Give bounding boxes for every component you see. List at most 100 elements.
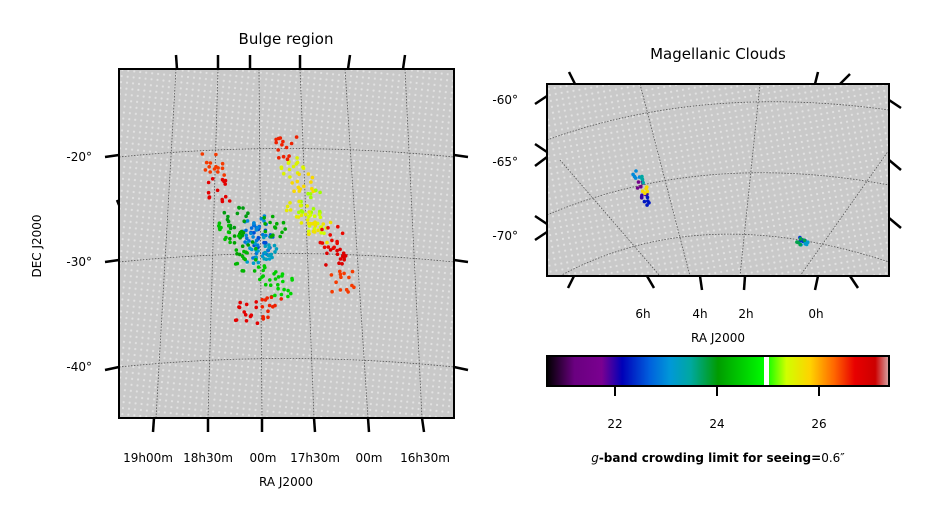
data-point	[645, 195, 650, 200]
data-point	[254, 305, 258, 310]
data-point	[640, 189, 645, 193]
data-point	[350, 269, 355, 274]
data-point	[635, 186, 640, 190]
data-point	[276, 136, 281, 141]
data-point	[300, 210, 305, 214]
data-point	[798, 237, 803, 241]
data-point	[203, 168, 208, 172]
x-tick-label: 00m	[250, 451, 277, 465]
data-point	[245, 236, 249, 241]
data-point	[347, 275, 351, 280]
data-point	[271, 305, 275, 309]
x-tick-label: 16h30m	[400, 451, 450, 465]
data-point	[313, 223, 318, 228]
data-point	[286, 161, 291, 165]
colorbar-label-italic: g	[591, 451, 599, 465]
data-point	[217, 221, 222, 225]
data-point	[269, 295, 274, 300]
data-point	[256, 265, 261, 269]
data-point	[277, 156, 281, 160]
data-point	[328, 233, 333, 237]
data-point	[298, 203, 303, 208]
data-point	[285, 204, 290, 209]
data-point	[262, 219, 266, 223]
data-point	[263, 282, 268, 287]
y-tick-label: -60°	[492, 93, 518, 107]
data-point	[244, 302, 249, 307]
data-point	[309, 195, 313, 200]
y-tick-label: -30°	[66, 255, 92, 269]
data-point	[312, 230, 317, 234]
data-point	[273, 277, 278, 281]
data-point	[220, 166, 225, 171]
bulge-x-axis-label: RA J2000	[259, 475, 313, 489]
data-point	[255, 321, 260, 326]
colorbar-tick-label: 22	[607, 417, 622, 431]
data-point	[296, 215, 301, 219]
data-point	[245, 251, 249, 255]
data-point	[208, 161, 213, 165]
data-point	[214, 152, 218, 157]
data-point	[279, 292, 284, 297]
data-point	[261, 268, 266, 273]
data-point	[206, 180, 211, 185]
data-point	[238, 230, 243, 235]
data-point	[280, 274, 284, 278]
data-point	[252, 221, 256, 226]
data-point	[318, 215, 323, 220]
data-point	[210, 177, 215, 181]
data-point	[237, 234, 241, 238]
data-point	[260, 297, 265, 302]
data-point	[266, 309, 270, 314]
data-point	[303, 212, 308, 217]
data-point	[253, 258, 258, 262]
data-point	[246, 211, 250, 215]
data-point	[278, 234, 283, 239]
data-point	[207, 195, 212, 199]
data-point	[276, 148, 281, 152]
data-point	[340, 262, 344, 266]
data-point	[287, 154, 291, 158]
data-point	[216, 170, 220, 174]
data-point	[224, 235, 228, 240]
x-tick-label: 18h30m	[183, 451, 233, 465]
data-point	[645, 203, 649, 207]
data-point	[242, 310, 246, 314]
data-point	[276, 286, 280, 291]
data-point	[308, 192, 313, 196]
data-point	[227, 199, 232, 203]
x-tick-label: 0h	[808, 307, 823, 321]
data-point	[646, 199, 650, 203]
bulge-title: Bulge region	[239, 30, 334, 48]
data-point	[335, 252, 340, 257]
grid-line	[119, 253, 454, 263]
data-point	[297, 210, 301, 215]
data-point	[268, 278, 272, 282]
data-point	[242, 219, 246, 223]
data-point	[234, 248, 239, 252]
data-point	[235, 211, 240, 216]
magellanic-x-axis-label: RA J2000	[691, 331, 745, 345]
data-point	[250, 240, 255, 244]
data-point	[288, 208, 293, 212]
data-point	[634, 169, 638, 173]
data-point	[206, 190, 211, 195]
bulge-grid	[119, 69, 454, 418]
data-point	[263, 229, 268, 234]
data-point	[241, 206, 245, 210]
data-point	[338, 257, 343, 261]
grid-line	[155, 69, 177, 418]
data-point	[263, 250, 267, 255]
data-point	[260, 305, 265, 309]
data-point	[276, 275, 281, 279]
data-point	[261, 274, 266, 278]
grid-line	[559, 233, 889, 276]
data-point	[232, 225, 237, 230]
data-point	[273, 225, 277, 229]
data-point	[223, 182, 227, 186]
data-point	[281, 220, 286, 225]
data-point	[220, 161, 225, 166]
data-point	[274, 247, 279, 251]
data-point	[244, 214, 248, 218]
colorbar-ticks	[614, 386, 820, 396]
